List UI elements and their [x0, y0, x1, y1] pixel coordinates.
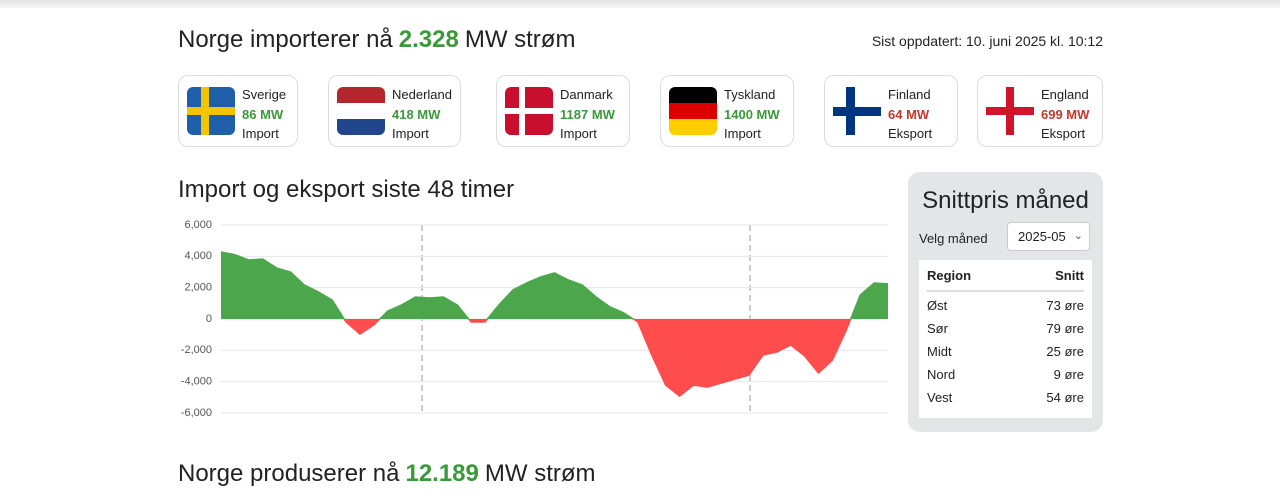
country-card[interactable]: Finland 64 MW Eksport	[824, 75, 958, 147]
table-row: Øst 73 øre	[927, 298, 1084, 318]
y-tick-label: 6,000	[184, 219, 212, 231]
region-cell: Midt	[927, 344, 952, 359]
flag	[505, 87, 553, 135]
card-text: Tyskland 1400 MW Import	[724, 85, 780, 144]
card-text: Nederland 418 MW Import	[392, 85, 452, 144]
country-name: Finland	[888, 87, 931, 102]
country-status: Import	[242, 126, 279, 141]
top-bar	[0, 0, 1280, 8]
country-card[interactable]: Tyskland 1400 MW Import	[660, 75, 794, 147]
flag	[669, 87, 717, 135]
price-panel: Snittpris måned Velg måned 2025-05 ⌄ Regi…	[908, 172, 1103, 432]
country-value: 1187 MW	[560, 106, 615, 122]
import-heading: Norge importerer nå 2.328 MW strøm	[178, 26, 575, 54]
area-fill	[221, 251, 888, 397]
panel-title: Snittpris måned	[922, 187, 1089, 214]
region-cell: Nord	[927, 367, 956, 382]
table-header: Region Snitt	[927, 268, 1084, 292]
flag	[986, 87, 1034, 135]
y-tick-label: 0	[206, 313, 212, 325]
table-row: Midt 25 øre	[927, 344, 1084, 364]
column-header: Snitt	[1055, 268, 1084, 283]
y-tick-label: -4,000	[181, 376, 212, 388]
card-text: Sverige 86 MW Import	[242, 85, 286, 144]
country-status: Import	[560, 126, 597, 141]
price-cell: 25 øre	[1046, 344, 1084, 359]
select-label: Velg måned	[919, 231, 988, 246]
price-cell: 54 øre	[1046, 390, 1084, 405]
country-status: Eksport	[888, 126, 933, 141]
region-cell: Vest	[927, 390, 953, 405]
country-status: Eksport	[1041, 126, 1086, 141]
price-cell: 9 øre	[1053, 367, 1084, 382]
flag	[187, 87, 235, 135]
price-cell: 73 øre	[1046, 298, 1084, 313]
heading-suffix: MW strøm	[484, 460, 596, 487]
country-card[interactable]: Sverige 86 MW Import	[178, 75, 298, 147]
card-text: England 699 MW Eksport	[1041, 85, 1089, 144]
country-name: Sverige	[242, 87, 287, 102]
y-tick-label: 4,000	[184, 250, 212, 262]
import-value: 2.328	[398, 26, 459, 53]
country-name: England	[1041, 87, 1089, 102]
region-cell: Sør	[927, 321, 948, 336]
chart-title: Import og eksport siste 48 timer	[178, 176, 515, 203]
heading-suffix: MW strøm	[464, 26, 576, 53]
y-tick-label: -2,000	[181, 344, 212, 356]
area-line	[220, 251, 889, 398]
y-tick-label: -6,000	[181, 407, 212, 419]
month-select[interactable]: 2025-05 ⌄	[1007, 222, 1090, 251]
country-value: 86 MW	[242, 106, 284, 122]
chevron: ⌄	[1073, 230, 1083, 242]
country-name: Danmark	[560, 87, 613, 102]
table-row: Vest 54 øre	[927, 390, 1084, 410]
production-heading: Norge produserer nå 12.189 MW strøm	[178, 460, 596, 488]
heading-prefix: Norge produserer nå	[178, 460, 400, 487]
production-value: 12.189	[405, 460, 479, 487]
table-row: Nord 9 øre	[927, 367, 1084, 387]
card-text: Finland 64 MW Eksport	[888, 85, 932, 144]
price-table: Region Snitt Øst 73 øre Sør 79 øre Midt 25 øre…	[919, 260, 1092, 418]
table-row: Sør 79 øre	[927, 321, 1084, 341]
region-cell: Øst	[927, 298, 948, 313]
country-name: Tyskland	[724, 87, 776, 102]
column-header: Region	[927, 268, 972, 283]
heading-prefix: Norge importerer nå	[178, 26, 393, 53]
country-card[interactable]: England 699 MW Eksport	[977, 75, 1103, 147]
card-text: Danmark 1187 MW Import	[560, 85, 615, 144]
flag	[833, 87, 881, 135]
country-value: 1400 MW	[724, 106, 780, 122]
chart: -6,000 -4,000 -2,000 0 2,000 4,000 6,000	[181, 219, 889, 419]
country-value: 699 MW	[1041, 106, 1090, 122]
country-value: 418 MW	[392, 106, 441, 122]
y-tick-label: 2,000	[184, 282, 212, 294]
country-value: 64 MW	[888, 106, 930, 122]
updated-text: Sist oppdatert: 10. juni 2025 kl. 10:12	[871, 33, 1103, 49]
country-status: Import	[392, 126, 429, 141]
country-card[interactable]: Danmark 1187 MW Import	[496, 75, 630, 147]
country-card[interactable]: Nederland 418 MW Import	[328, 75, 461, 147]
select-value: 2025-05	[1018, 229, 1066, 244]
country-status: Import	[724, 126, 761, 141]
price-cell: 79 øre	[1046, 321, 1084, 336]
country-name: Nederland	[392, 87, 452, 102]
flag	[337, 87, 385, 135]
